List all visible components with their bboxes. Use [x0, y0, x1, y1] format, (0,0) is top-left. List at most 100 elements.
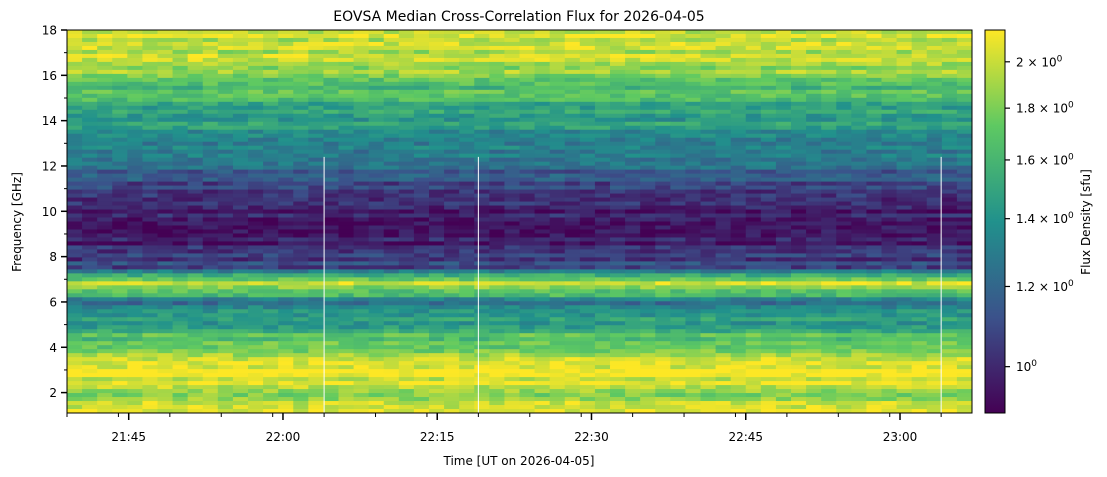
heatmap-cell [564, 177, 581, 183]
heatmap-cell [82, 157, 98, 163]
heatmap-cell [806, 49, 822, 55]
heatmap-cell [760, 237, 777, 243]
heatmap-cell [760, 177, 777, 183]
heatmap-cell [323, 265, 340, 270]
heatmap-cell [278, 129, 294, 135]
heatmap-cell [579, 125, 596, 131]
heatmap-cell [896, 53, 913, 59]
heatmap-cell [926, 221, 943, 227]
heatmap-cell [157, 101, 174, 107]
heatmap-cell [353, 149, 370, 155]
heatmap-cell [549, 253, 566, 259]
heatmap-cell [911, 109, 928, 115]
heatmap-cell [911, 337, 928, 342]
heatmap-cell [791, 225, 807, 231]
heatmap-cell [791, 333, 807, 338]
heatmap-cell [896, 321, 913, 326]
heatmap-cell [142, 341, 159, 346]
heatmap-cell [293, 269, 309, 274]
heatmap-cell [806, 321, 822, 326]
heatmap-cell [353, 297, 370, 302]
heatmap-cell [112, 305, 128, 310]
heatmap-cell [640, 177, 656, 183]
heatmap-cell [278, 93, 294, 99]
heatmap-cell [851, 61, 868, 67]
heatmap-cell [791, 273, 807, 278]
heatmap-cell [504, 357, 521, 362]
heatmap-cell [504, 345, 521, 350]
heatmap-cell [791, 85, 807, 91]
heatmap-cell [172, 253, 189, 259]
heatmap-cell [413, 117, 430, 123]
heatmap-cell [640, 109, 656, 115]
heatmap-cell [67, 30, 83, 35]
heatmap-cell [896, 249, 913, 255]
heatmap-cell [610, 285, 626, 290]
heatmap-cell [308, 69, 325, 75]
heatmap-cell [172, 301, 189, 306]
heatmap-cell [142, 133, 159, 139]
heatmap-cell [278, 337, 294, 342]
heatmap-cell [655, 165, 671, 171]
heatmap-cell [248, 265, 264, 270]
heatmap-cell [172, 81, 189, 87]
heatmap-cell [187, 85, 204, 91]
heatmap-cell [82, 329, 98, 334]
heatmap-cell [594, 261, 611, 266]
heatmap-cell [926, 97, 943, 103]
heatmap-cell [459, 249, 475, 255]
heatmap-cell [956, 357, 972, 362]
heatmap-cell [413, 337, 430, 342]
heatmap-cell [323, 69, 340, 75]
heatmap-cell [474, 317, 490, 322]
heatmap-cell [851, 133, 868, 139]
heatmap-cell [700, 297, 717, 302]
heatmap-cell [157, 305, 174, 310]
heatmap-cell [353, 141, 370, 147]
heatmap-cell [775, 77, 792, 83]
heatmap-cell [926, 249, 943, 255]
heatmap-cell [866, 153, 883, 159]
heatmap-cell [715, 97, 732, 103]
heatmap-cell [700, 137, 717, 143]
heatmap-cell [791, 193, 807, 199]
heatmap-cell [187, 345, 204, 350]
heatmap-cell [338, 201, 355, 207]
heatmap-cell [67, 49, 83, 55]
heatmap-cell [625, 113, 641, 119]
heatmap-cell [413, 277, 430, 282]
heatmap-cell [881, 233, 898, 239]
heatmap-cell [368, 229, 385, 235]
heatmap-cell [67, 349, 83, 354]
heatmap-cell [519, 141, 536, 147]
heatmap-cell [594, 137, 611, 143]
heatmap-cell [127, 153, 144, 159]
heatmap-cell [263, 61, 279, 67]
heatmap-cell [489, 313, 506, 318]
heatmap-cell [278, 153, 294, 159]
heatmap-cell [97, 89, 113, 95]
heatmap-cell [323, 137, 340, 143]
heatmap-cell [293, 77, 309, 83]
heatmap-cell [67, 281, 83, 286]
heatmap-cell [202, 153, 219, 159]
heatmap-cell [685, 145, 702, 151]
heatmap-cell [338, 209, 355, 215]
heatmap-cell [157, 65, 174, 71]
heatmap-cell [670, 321, 687, 326]
heatmap-cell [323, 165, 340, 171]
heatmap-cell [715, 73, 732, 79]
heatmap-cell [806, 201, 822, 207]
heatmap-cell [217, 289, 234, 294]
heatmap-cell [413, 133, 430, 139]
heatmap-cell [172, 129, 189, 135]
heatmap-cell [353, 129, 370, 135]
heatmap-cell [398, 137, 415, 143]
heatmap-cell [413, 177, 430, 183]
heatmap-cell [655, 85, 671, 91]
heatmap-cell [504, 281, 521, 286]
heatmap-cell [594, 109, 611, 115]
heatmap-cell [956, 153, 972, 159]
heatmap-cell [97, 309, 113, 314]
heatmap-cell [896, 261, 913, 266]
